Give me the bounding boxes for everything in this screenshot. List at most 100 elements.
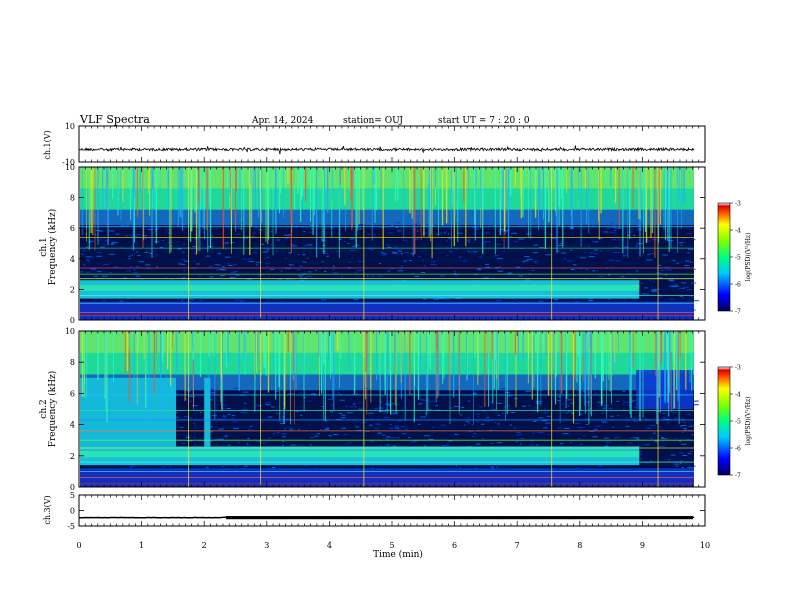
spectrogram-cell [420,399,423,401]
spectrogram-cell [273,433,275,435]
spectrogram-cell [689,295,694,297]
spectrogram-cell [233,465,238,467]
spectrogram-cell [484,232,491,234]
spectrogram-cell [145,264,151,266]
spectrogram-cell [391,224,394,226]
spectrogram-cell [370,418,374,420]
spectrogram-cell [244,403,247,405]
spectrogram-cell [592,225,595,227]
spectrogram-cell [613,230,617,232]
panel-frame [78,125,706,163]
spectrogram-cell [404,252,409,254]
spectrogram-cell [608,298,611,300]
spectrogram-cell [682,286,689,288]
spectrogram-cell [635,270,639,272]
spectrogram-cell [604,437,609,439]
spectrogram-cell [467,417,469,419]
spectrogram-cell [658,296,663,298]
spectrogram-cell [519,248,523,249]
spectrogram-cell [647,239,649,241]
spectrogram-cell [569,442,573,444]
spectrogram-cell [620,445,622,447]
spectrogram-cell [539,390,544,391]
ch1-spectrogram-panel: 0 2 4 6 8 10 [65,163,706,325]
spectrogram-cell [211,235,214,237]
spectrogram-cell [231,241,235,243]
spectrogram-cell [227,444,231,446]
spectrogram-cell [392,252,399,254]
spectrogram-cell [302,261,307,263]
spectrogram-cell [485,263,490,265]
spectrogram-cell [447,233,449,235]
spectrogram-cell [432,225,435,227]
spectrogram-cell [300,277,302,278]
spectrogram-cell [96,252,102,254]
spectrogram-cell [224,225,229,227]
spectrogram-cell [468,241,470,243]
spectrogram-cell [323,270,327,272]
spectrogram-cell [235,233,241,235]
spectrogram-cell [670,454,676,456]
spectrogram-cell [349,406,354,408]
spectrogram-cell [370,440,375,442]
spectrogram-cell [634,445,636,447]
spectrogram-cell [378,407,383,409]
spectrogram-cell [332,434,339,436]
spectrogram-cell [223,242,229,244]
spectrogram-cell [306,276,312,277]
spectrogram-cell [672,260,676,262]
spectrogram-cell [520,437,525,439]
spectrogram-cell [418,423,421,425]
spectrogram-cell [579,413,583,415]
spectrogram-cell [210,391,217,393]
waveform-band [226,516,694,520]
spectrogram-cell [499,266,501,268]
spectrogram-cell [688,453,692,454]
spectrogram-cell [622,409,625,411]
spectrogram-cell [558,396,562,398]
spectrogram-cell [631,401,634,403]
spectrogram-cell [308,271,312,273]
spectrogram-cell [667,459,671,460]
ch2-ylabel-line1: ch.2 [39,399,49,418]
spectrogram-cell [675,465,679,467]
spectrogram-cell [205,466,209,468]
spectrogram-cell [597,401,603,403]
spectrogram-cell [114,266,119,268]
spectrogram-cell [414,276,420,277]
spectrogram-cell [682,431,684,433]
spectrogram-cell [662,412,665,414]
spectrogram-cell [309,444,312,446]
spectrogram-cell [649,279,652,281]
time-tick-label: 8 [577,541,582,550]
spectrogram-cell [541,228,545,230]
spectrogram-cell [686,232,692,234]
spectrogram-cell [679,440,682,442]
y-tick-label: 0 [70,483,75,492]
spectrogram-cell [125,235,128,237]
spectrogram-cell [317,433,320,435]
spectrogram-cell [440,424,446,426]
spectrogram-cell [183,260,189,262]
spectrogram-cell [650,460,652,462]
spectrogram-cell [252,232,257,234]
spectrogram-cell [647,253,651,255]
spectrogram-cell [126,270,131,272]
spectrogram-cell [416,230,419,232]
spectrogram-cell [395,389,400,391]
ch1-ylabel-line2: Frequency (kHz) [47,209,58,286]
spectrogram-cell [227,264,233,266]
spectrogram-cell [692,296,694,298]
spectrogram-cell [193,436,195,438]
spectrogram-cell [528,395,533,397]
spectrogram-cell [155,227,160,229]
spectrogram-cell [468,423,471,424]
spectrogram-cell [138,261,144,263]
spectrogram-cell [659,270,665,272]
spectrogram-cell [531,270,535,271]
spectrogram-cell [472,251,478,253]
ch1-waveform-panel: 10 -10 [62,122,706,167]
spectrogram-cell [175,393,178,395]
spectrogram-cell [228,263,230,265]
spectrogram-cell [186,398,188,400]
